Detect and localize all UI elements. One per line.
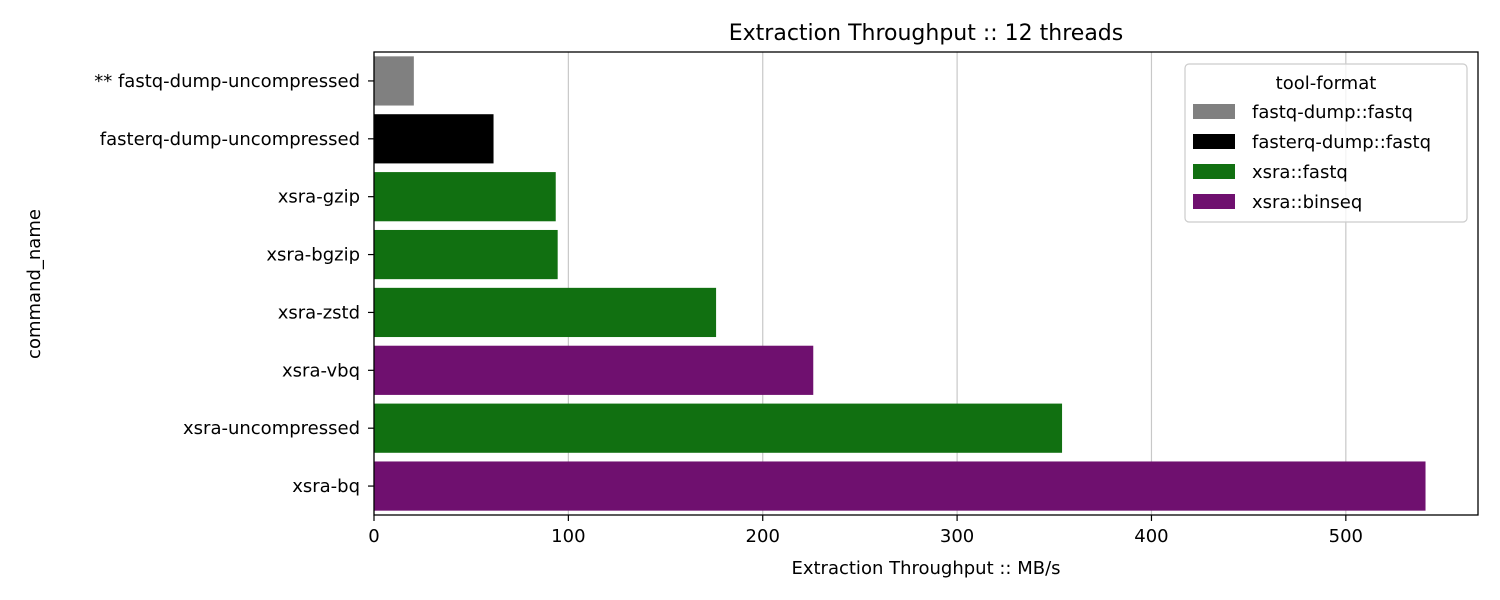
- legend-label: xsra::binseq: [1252, 192, 1362, 213]
- legend-swatch: [1193, 164, 1235, 179]
- legend-label: fasterq-dump::fastq: [1252, 132, 1431, 153]
- plot-frame: [373, 51, 1479, 516]
- y-tick-label: xsra-zstd: [278, 302, 360, 323]
- legend-swatch: [1193, 194, 1235, 209]
- y-tick-label: xsra-bgzip: [266, 245, 360, 266]
- bar: [374, 345, 814, 395]
- legend-label: fastq-dump::fastq: [1252, 102, 1413, 123]
- x-tick-label: 500: [1329, 526, 1363, 547]
- x-tick-label: 400: [1134, 526, 1168, 547]
- legend-swatch: [1193, 104, 1235, 119]
- y-tick-label: xsra-bq: [292, 476, 360, 497]
- x-tick-label: 300: [940, 526, 974, 547]
- y-tick-label: xsra-vbq: [282, 360, 360, 381]
- legend-label: xsra::fastq: [1252, 162, 1348, 183]
- y-axis-label: command_name: [24, 209, 45, 359]
- y-tick-label: xsra-uncompressed: [183, 418, 360, 439]
- x-tick-label: 200: [746, 526, 780, 547]
- x-axis-label: Extraction Throughput :: MB/s: [791, 558, 1060, 579]
- y-axis-ticks: ** fastq-dump-uncompressed fasterq-dump-u…: [94, 71, 374, 497]
- x-tick-label: 0: [368, 526, 379, 547]
- bar: [374, 172, 556, 222]
- y-tick-label: ** fastq-dump-uncompressed: [94, 71, 360, 92]
- bar: [374, 229, 558, 280]
- bar: [374, 114, 494, 164]
- y-tick-label: xsra-gzip: [278, 187, 360, 208]
- y-tick-label: fasterq-dump-uncompressed: [100, 129, 360, 150]
- bar: [374, 287, 717, 338]
- legend-swatch: [1193, 134, 1235, 149]
- bars: [374, 56, 1426, 511]
- x-tick-label: 100: [551, 526, 585, 547]
- x-axis-ticks: 0 100 200 300 400 500: [368, 515, 1363, 547]
- bar: [374, 403, 1063, 453]
- legend-box: [1184, 63, 1468, 223]
- legend: tool-formatfastq-dump::fastqfasterq-dump…: [1184, 63, 1468, 223]
- bar: [374, 461, 1426, 511]
- legend-title: tool-format: [1276, 73, 1377, 94]
- bar: [374, 56, 414, 106]
- chart-title: Extraction Throughput :: 12 threads: [729, 21, 1123, 46]
